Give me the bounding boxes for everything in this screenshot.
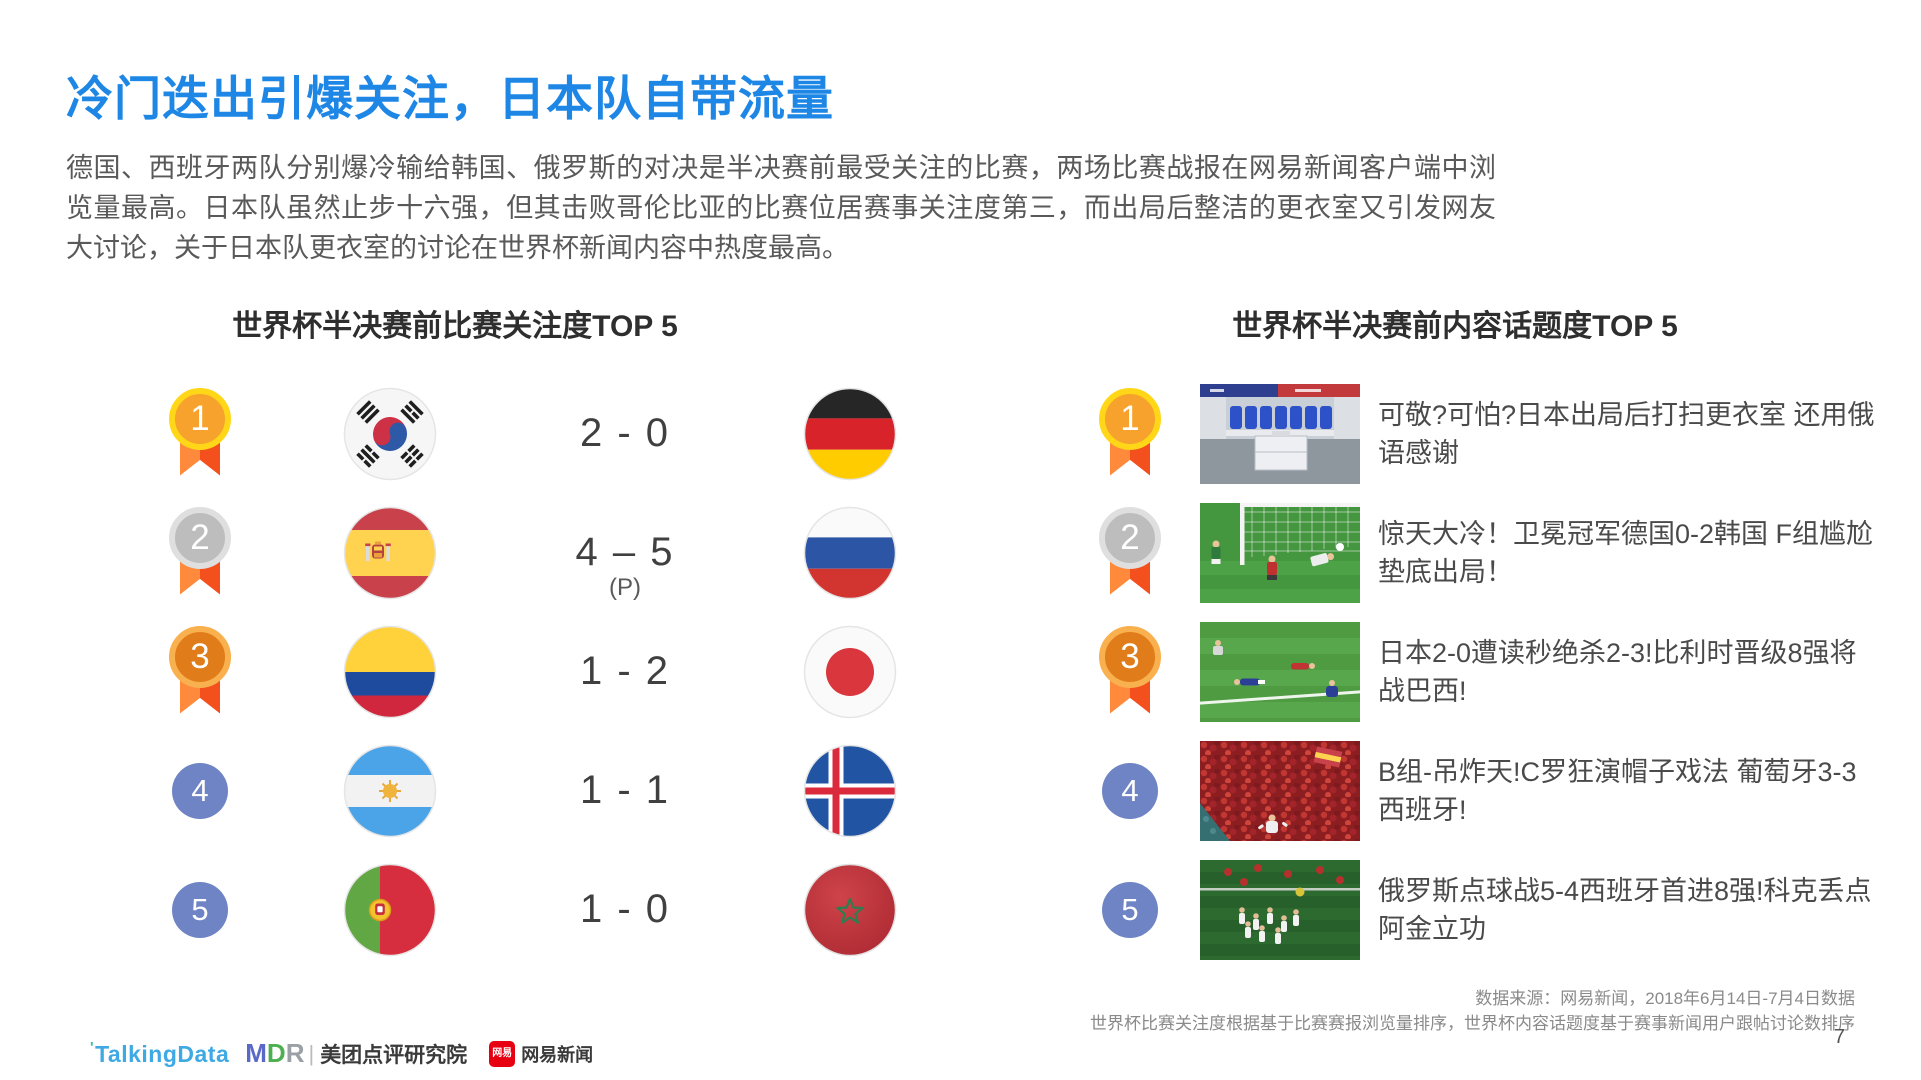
thumbnail-red-crowd: [1200, 740, 1360, 841]
flag-argentina-icon: [343, 744, 437, 837]
news-row-2: 2: [1060, 493, 1890, 612]
match-row-4: 4: [130, 731, 960, 850]
thumbnail-locker-room: [1200, 383, 1360, 484]
score-note: (P): [609, 574, 641, 601]
rank-1-gold-medal-icon: 1: [168, 387, 232, 480]
score-text: 1 - 1: [579, 768, 671, 812]
news-headline: 可敬?可怕?日本出局后打扫更衣室 还用俄语感谢: [1378, 399, 1875, 468]
rank-4-badge: 4: [172, 762, 228, 819]
page-number: 7: [1833, 1026, 1845, 1048]
news-headline: 俄罗斯点球战5-4西班牙首进8强!科克丢点阿金立功: [1378, 875, 1872, 944]
flag-portugal-icon: [343, 863, 437, 956]
rank-5-badge: 5: [1102, 881, 1158, 938]
flag-spain-icon: [343, 506, 437, 599]
mdr-logo: MDR: [245, 1038, 305, 1068]
news-row-1: 1: [1060, 374, 1890, 493]
logo-divider: |: [308, 1040, 315, 1066]
rank-3-bronze-medal-icon: 3: [168, 625, 232, 718]
rank-3-bronze-medal-icon: 3: [1098, 625, 1162, 718]
flag-germany-icon: [803, 387, 897, 480]
flag-russia-icon: [803, 506, 897, 599]
rank-4-badge: 4: [1102, 762, 1158, 819]
score-text: 1 - 2: [579, 649, 671, 693]
rank-1-gold-medal-icon: 1: [1098, 387, 1162, 480]
match-row-2: 2: [130, 493, 960, 612]
flag-south-korea-icon: [343, 387, 437, 480]
score-text: 4 – 5: [575, 530, 675, 574]
news-headline: 日本2-0遭读秒绝杀2-3!比利时晋级8强将战巴西!: [1378, 637, 1857, 706]
score-text: 2 - 0: [579, 411, 671, 455]
talkingdata-logo: 'TalkingData: [90, 1039, 230, 1067]
match-row-3: 3 1 - 2: [130, 612, 960, 731]
data-source-note: 数据来源：网易新闻，2018年6月14日-7月4日数据 世界杯比赛关注度根据基于…: [755, 986, 1855, 1036]
left-section-title: 世界杯半决赛前比赛关注度TOP 5: [232, 310, 678, 343]
news-row-4: 4: [1060, 731, 1890, 850]
rank-5-badge: 5: [172, 881, 228, 938]
thumbnail-penalty-celebration: [1200, 859, 1360, 960]
right-section-title: 世界杯半决赛前内容话题度TOP 5: [1232, 310, 1678, 343]
rank-2-silver-medal-icon: 2: [1098, 506, 1162, 599]
flag-colombia-icon: [343, 625, 437, 718]
news-row-3: 3: [1060, 612, 1890, 731]
thumbnail-goal-save: [1200, 502, 1360, 603]
flag-morocco-icon: [803, 863, 897, 956]
source-line-2: 世界杯比赛关注度根据基于比赛赛报浏览量排序，世界杯内容话题度基于赛事新闻用户跟帖…: [1090, 1014, 1855, 1033]
flag-iceland-icon: [803, 744, 897, 837]
news-headline: 惊天大冷！卫冕冠军德国0-2韩国 F组尴尬垫底出局！: [1378, 518, 1874, 587]
match-attention-top5-list: 1: [130, 374, 960, 969]
source-line-1: 数据来源：网易新闻，2018年6月14日-7月4日数据: [1475, 989, 1855, 1008]
netease-news-label: 网易新闻: [521, 1044, 594, 1065]
rank-2-silver-medal-icon: 2: [168, 506, 232, 599]
score-text: 1 - 0: [579, 887, 671, 931]
intro-paragraph: 德国、西班牙两队分别爆冷输给韩国、俄罗斯的对决是半决赛前最受关注的比赛，两场比赛…: [66, 153, 1496, 263]
page-title: 冷门迭出引爆关注，日本队自带流量: [66, 72, 834, 125]
thumbnail-japan-defeat: [1200, 621, 1360, 722]
footer-logos: 'TalkingData MDR | 美团点评研究院 网易 网易新闻: [90, 1038, 593, 1069]
flag-japan-icon: [803, 625, 897, 718]
news-row-5: 5: [1060, 850, 1890, 969]
match-row-5: 5: [130, 850, 960, 969]
talkingdata-tick-icon: ': [90, 1039, 95, 1056]
netease-news-logo: 网易 网易新闻: [489, 1040, 594, 1067]
content-topic-top5-list: 1: [1060, 374, 1890, 969]
match-row-1: 1: [130, 374, 960, 493]
news-headline: B组-吊炸天!C罗狂演帽子戏法 葡萄牙3-3西班牙!: [1378, 756, 1857, 825]
meituan-dianping-institute-logo: 美团点评研究院: [320, 1043, 468, 1067]
netease-app-icon: 网易: [489, 1040, 516, 1067]
